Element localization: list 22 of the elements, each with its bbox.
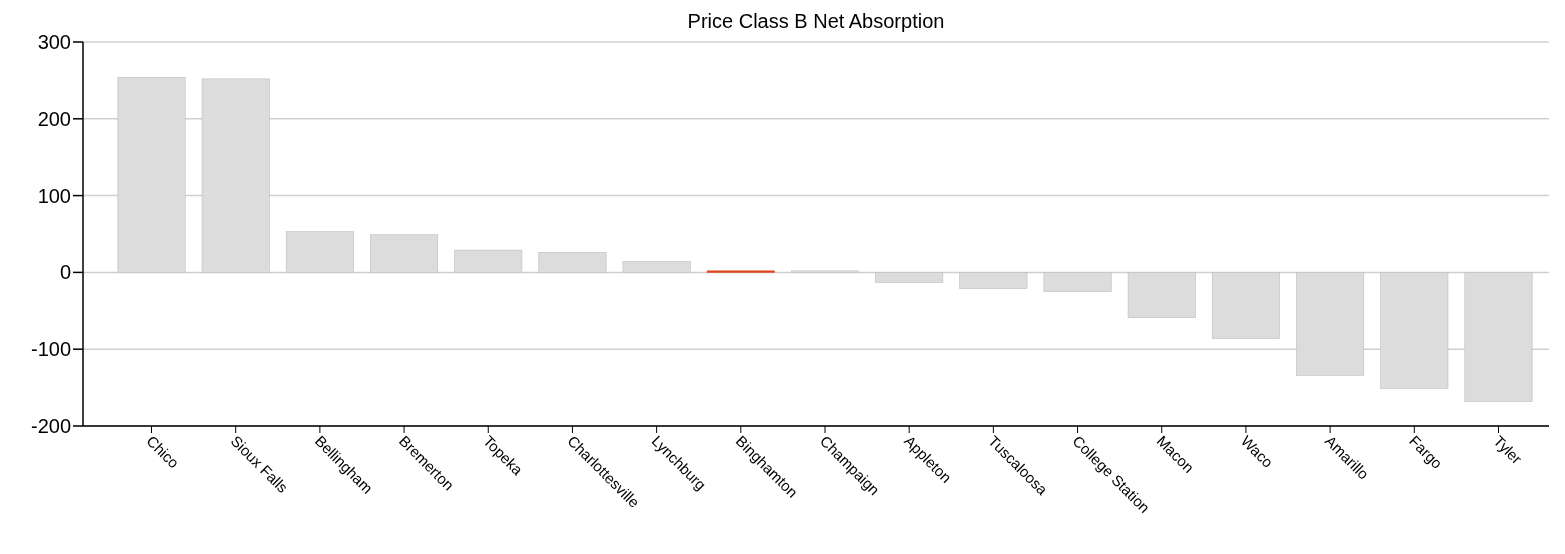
chart-title: Price Class B Net Absorption (687, 10, 945, 32)
bar (1296, 272, 1365, 376)
y-tick-label: 200 (37, 107, 71, 130)
bar (538, 252, 607, 273)
y-tick-label: -200 (30, 415, 71, 437)
bar (1464, 272, 1533, 402)
bar (959, 272, 1028, 289)
y-tick-label: 100 (37, 184, 71, 207)
bar (201, 78, 270, 273)
bar (285, 231, 354, 273)
bar (622, 261, 691, 273)
bar (117, 77, 186, 273)
y-tick-label: 300 (37, 31, 71, 53)
y-tick-label: -100 (30, 338, 71, 361)
bar (1211, 272, 1280, 339)
bar (454, 249, 523, 273)
bar (875, 272, 944, 283)
bar (1043, 272, 1112, 292)
bar (1380, 272, 1449, 389)
bar (370, 234, 439, 273)
bar (1127, 272, 1196, 319)
y-tick-label: 0 (59, 261, 71, 284)
